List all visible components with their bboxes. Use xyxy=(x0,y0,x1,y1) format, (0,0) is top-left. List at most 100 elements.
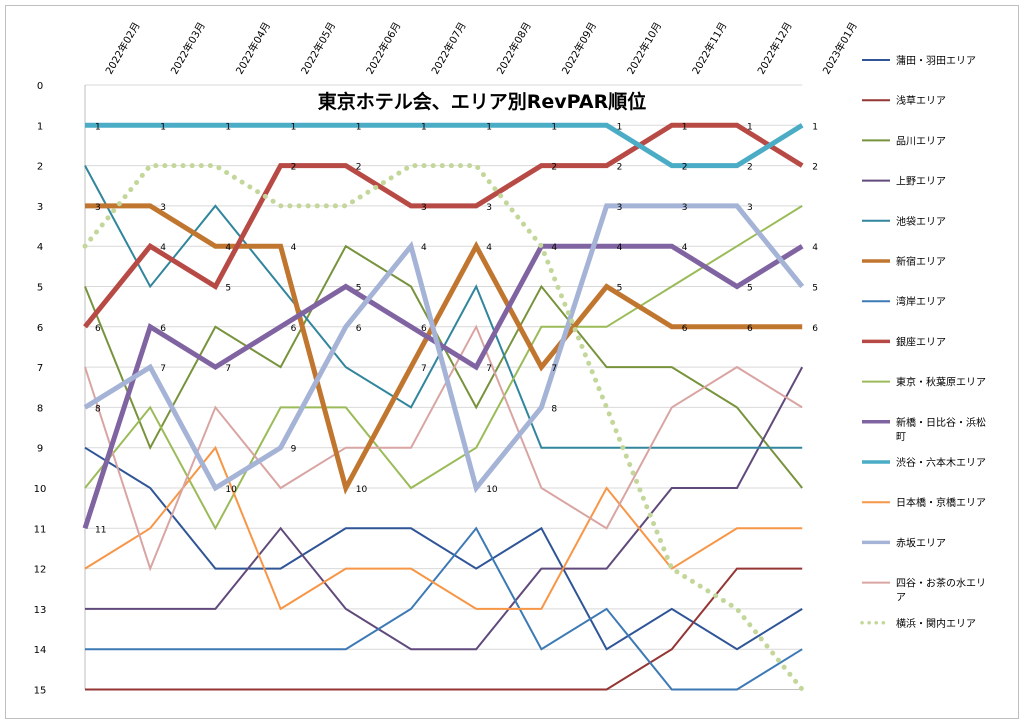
x-tick-label: 2022年05月 xyxy=(298,20,338,77)
y-tick-label: 2 xyxy=(37,162,43,173)
data-label: 1 xyxy=(225,122,231,132)
data-label: 10 xyxy=(356,485,368,495)
data-label: 1 xyxy=(812,122,818,132)
legend-label: 東京・秋葉原エリア xyxy=(896,376,986,389)
y-tick-label: 9 xyxy=(37,444,43,455)
y-tick-label: 13 xyxy=(34,605,47,616)
data-label: 2 xyxy=(356,163,362,173)
legend-label: 池袋エリア xyxy=(896,215,946,228)
series-line-12 xyxy=(83,203,805,494)
data-label: 2 xyxy=(551,163,557,173)
data-label: 3 xyxy=(421,203,427,213)
data-label: 7 xyxy=(421,364,427,374)
data-label: 1 xyxy=(356,122,362,132)
data-label: 1 xyxy=(95,122,101,132)
data-label: 4 xyxy=(682,243,688,253)
data-label: 6 xyxy=(747,324,753,334)
data-label: 3 xyxy=(682,203,688,213)
data-label: 4 xyxy=(617,243,623,253)
data-label: 6 xyxy=(356,324,362,334)
series-line-7 xyxy=(83,122,804,329)
data-label: 5 xyxy=(356,284,362,294)
legend-label: 湾岸エリア xyxy=(896,295,946,308)
x-tick-label: 2022年09月 xyxy=(559,20,599,77)
x-tick-label: 2023年01月 xyxy=(820,20,860,77)
legend-label: 銀座エリア xyxy=(896,335,946,348)
data-label: 2 xyxy=(682,163,688,173)
x-tick-label: 2022年12月 xyxy=(754,20,794,77)
data-label: 4 xyxy=(225,243,231,253)
data-label: 3 xyxy=(160,203,166,213)
y-tick-label: 5 xyxy=(37,283,43,294)
series-line-1 xyxy=(85,567,803,691)
data-label: 8 xyxy=(95,404,101,414)
data-label: 1 xyxy=(747,122,753,132)
legend-label: 四谷・お茶の水エリア xyxy=(896,577,986,604)
data-label: 3 xyxy=(486,203,492,213)
x-tick-label: 2022年08月 xyxy=(494,20,534,77)
legend-label: 横浜・関内エリア xyxy=(896,617,976,630)
data-label: 2 xyxy=(812,163,818,173)
series-line-11 xyxy=(84,445,803,611)
x-tick-label: 2022年03月 xyxy=(168,20,208,77)
series-line-6 xyxy=(85,526,803,691)
data-label: 1 xyxy=(682,122,688,132)
y-tick-label: 15 xyxy=(34,686,47,697)
data-label: 1 xyxy=(551,122,557,132)
legend-label: 赤坂エリア xyxy=(896,537,946,549)
chart-title: 東京ホテル会、エリア別RevPAR順位 xyxy=(318,90,646,113)
data-label: 7 xyxy=(551,364,557,374)
data-label: 1 xyxy=(160,122,166,132)
x-tick-label: 2022年02月 xyxy=(102,20,142,77)
y-tick-label: 7 xyxy=(37,363,43,374)
x-tick-label: 2022年10月 xyxy=(624,20,664,77)
data-label: 5 xyxy=(747,284,753,294)
data-label: 6 xyxy=(421,324,427,334)
data-label: 9 xyxy=(291,445,297,455)
data-label: 1 xyxy=(291,122,297,132)
data-label: 2 xyxy=(617,163,623,173)
data-label: 6 xyxy=(682,324,688,334)
data-label: 11 xyxy=(95,525,106,535)
data-label: 5 xyxy=(812,284,818,294)
data-label: 4 xyxy=(812,243,818,253)
legend-label: 品川エリア xyxy=(896,135,946,147)
data-label: 7 xyxy=(160,364,166,374)
data-label: 10 xyxy=(225,485,237,495)
data-label: 10 xyxy=(486,485,498,495)
y-tick-label: 0 xyxy=(37,81,43,92)
data-label: 3 xyxy=(95,203,101,213)
y-tick-label: 6 xyxy=(37,323,43,334)
data-label: 4 xyxy=(551,243,557,253)
legend-label: 浅草エリア xyxy=(896,94,946,107)
data-label: 1 xyxy=(486,122,492,132)
x-tick-label: 2022年04月 xyxy=(233,20,273,77)
y-tick-label: 3 xyxy=(37,202,43,213)
data-label: 2 xyxy=(291,163,297,173)
data-label: 5 xyxy=(617,284,623,294)
series-line-3 xyxy=(85,366,804,651)
series-line-0 xyxy=(84,446,803,651)
data-label: 3 xyxy=(747,203,753,213)
legend-label: 新橋・日比谷・浜松町 xyxy=(896,416,986,443)
legend-label: 日本橋・京橋エリア xyxy=(896,496,986,509)
data-label: 4 xyxy=(421,243,427,253)
data-label: 5 xyxy=(225,284,231,294)
data-label: 4 xyxy=(291,243,297,253)
data-label: 6 xyxy=(95,324,101,334)
data-label: 7 xyxy=(486,364,492,374)
series-line-8 xyxy=(84,205,803,531)
series-line-5 xyxy=(85,203,803,495)
legend-label: 新宿エリア xyxy=(896,255,946,268)
y-tick-label: 12 xyxy=(34,565,47,576)
data-label: 6 xyxy=(160,324,166,334)
legend-label: 蒲田・羽田エリア xyxy=(896,54,976,67)
chart-frame xyxy=(5,5,1019,719)
y-tick-label: 11 xyxy=(34,524,47,535)
data-label: 8 xyxy=(551,404,557,414)
data-label: 3 xyxy=(617,203,623,213)
series-line-9 xyxy=(82,243,804,530)
y-tick-label: 1 xyxy=(37,121,43,132)
y-tick-label: 8 xyxy=(37,403,43,414)
